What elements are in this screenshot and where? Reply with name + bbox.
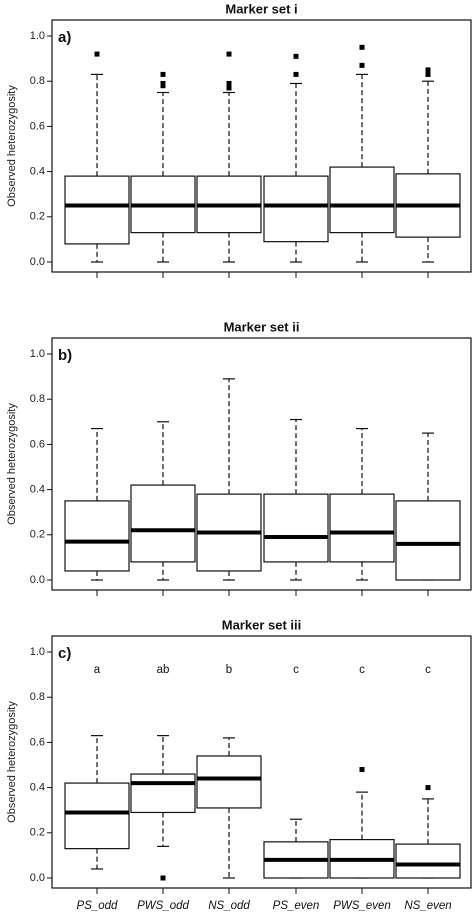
outlier-point [226, 80, 232, 86]
box-iqr [263, 493, 329, 563]
panel-3: Marker set iii c) 0.0 0.2 0.4 0.6 0.8 1.0 Observ… [6, 617, 472, 912]
outlier-point [359, 767, 365, 773]
box-iqr [64, 782, 130, 850]
box-PWS_odd [130, 421, 196, 581]
y-tick-label: 0.8 [30, 691, 45, 703]
y-axis-label: Observed heterozygosity [6, 701, 18, 823]
outlier-point [226, 85, 232, 91]
box-PS_odd: a PS_odd [64, 664, 130, 912]
outlier-point [160, 875, 166, 881]
y-tick-label: 0.4 [30, 484, 45, 496]
plot-frame [51, 337, 472, 591]
box-iqr [130, 484, 196, 563]
significance-letter: c [359, 664, 365, 676]
significance-letter: a [94, 664, 101, 676]
significance-letter: b [226, 664, 232, 676]
box-PS_odd [64, 51, 130, 263]
significance-letter: c [425, 664, 431, 676]
plot-frame [51, 635, 472, 889]
box-PWS_even: c PWS_even [329, 664, 395, 912]
outlier-point [94, 51, 100, 57]
box-PS_even: c PS_even [263, 664, 329, 912]
box-iqr [395, 843, 461, 879]
box-NS_odd [196, 51, 262, 263]
panel-title: Marker set i [225, 1, 297, 16]
outlier-point [425, 71, 431, 77]
plot-frame [51, 19, 472, 273]
panel-1: Marker set i a) 0.0 0.2 0.4 0.6 0.8 1.0 Observed… [6, 1, 472, 278]
y-tick-label: 0.2 [30, 211, 45, 223]
x-category-label: PWS_even [333, 900, 391, 912]
y-tick-label: 0.4 [30, 166, 45, 178]
box-PWS_even [329, 427, 395, 581]
y-tick-label: 0.0 [30, 872, 45, 884]
box-PS_even [263, 53, 329, 263]
y-axis-label: Observed heterozygosity [6, 85, 18, 207]
box-NS_even [395, 432, 461, 581]
y-tick-label: 0.4 [30, 782, 45, 794]
y-tick-label: 0.6 [30, 736, 45, 748]
x-category-label: PWS_odd [137, 900, 189, 912]
y-tick-label: 0.0 [30, 256, 45, 268]
box-PS_even [263, 418, 329, 581]
significance-letter: c [293, 664, 299, 676]
y-tick-label: 0.8 [30, 75, 45, 87]
y-axis-label: Observed heterozygosity [6, 403, 18, 525]
y-tick-label: 1.0 [30, 646, 45, 658]
x-category-label: PS_odd [77, 900, 119, 912]
box-iqr [130, 773, 196, 814]
y-tick-label: 0.6 [30, 438, 45, 450]
outlier-point [160, 71, 166, 77]
y-tick-label: 1.0 [30, 30, 45, 42]
panel-2: Marker set ii b) 0.0 0.2 0.4 0.6 0.8 1.0 Observe… [6, 319, 472, 596]
box-iqr [64, 500, 130, 572]
box-NS_even [395, 67, 461, 263]
box-iqr [395, 500, 461, 581]
outlier-point [425, 67, 431, 73]
outlier-point [359, 44, 365, 50]
box-PS_odd [64, 427, 130, 581]
y-tick-label: 0.6 [30, 120, 45, 132]
significance-letter: ab [157, 664, 170, 676]
y-tick-label: 1.0 [30, 348, 45, 360]
panel-letter: b) [58, 347, 72, 364]
x-category-label: NS_even [404, 900, 451, 912]
box-NS_even: c NS_even [395, 664, 461, 912]
x-category-label: PS_even [273, 900, 320, 912]
box-iqr [329, 166, 395, 234]
box-iqr [263, 175, 329, 243]
panel-title: Marker set iii [222, 617, 302, 632]
panel-letter: c) [58, 645, 71, 662]
box-iqr [64, 175, 130, 245]
outlier-point [160, 80, 166, 86]
y-tick-label: 0.8 [30, 393, 45, 405]
y-tick-label: 0.0 [30, 574, 45, 586]
panel-title: Marker set ii [224, 319, 300, 334]
box-PWS_even [329, 44, 395, 263]
outlier-point [425, 785, 431, 791]
box-iqr [329, 493, 395, 563]
box-NS_odd: b NS_odd [196, 664, 262, 912]
outlier-point [226, 51, 232, 57]
y-tick-label: 0.2 [30, 827, 45, 839]
panel-letter: a) [58, 29, 71, 46]
box-PWS_odd [130, 71, 196, 263]
outlier-point [293, 71, 299, 77]
box-NS_odd [196, 378, 262, 581]
x-category-label: NS_odd [208, 900, 250, 912]
outlier-point [359, 62, 365, 68]
outlier-point [293, 53, 299, 59]
box-iqr [196, 755, 262, 809]
box-PWS_odd: ab PWS_odd [130, 664, 196, 912]
y-tick-label: 0.2 [30, 529, 45, 541]
